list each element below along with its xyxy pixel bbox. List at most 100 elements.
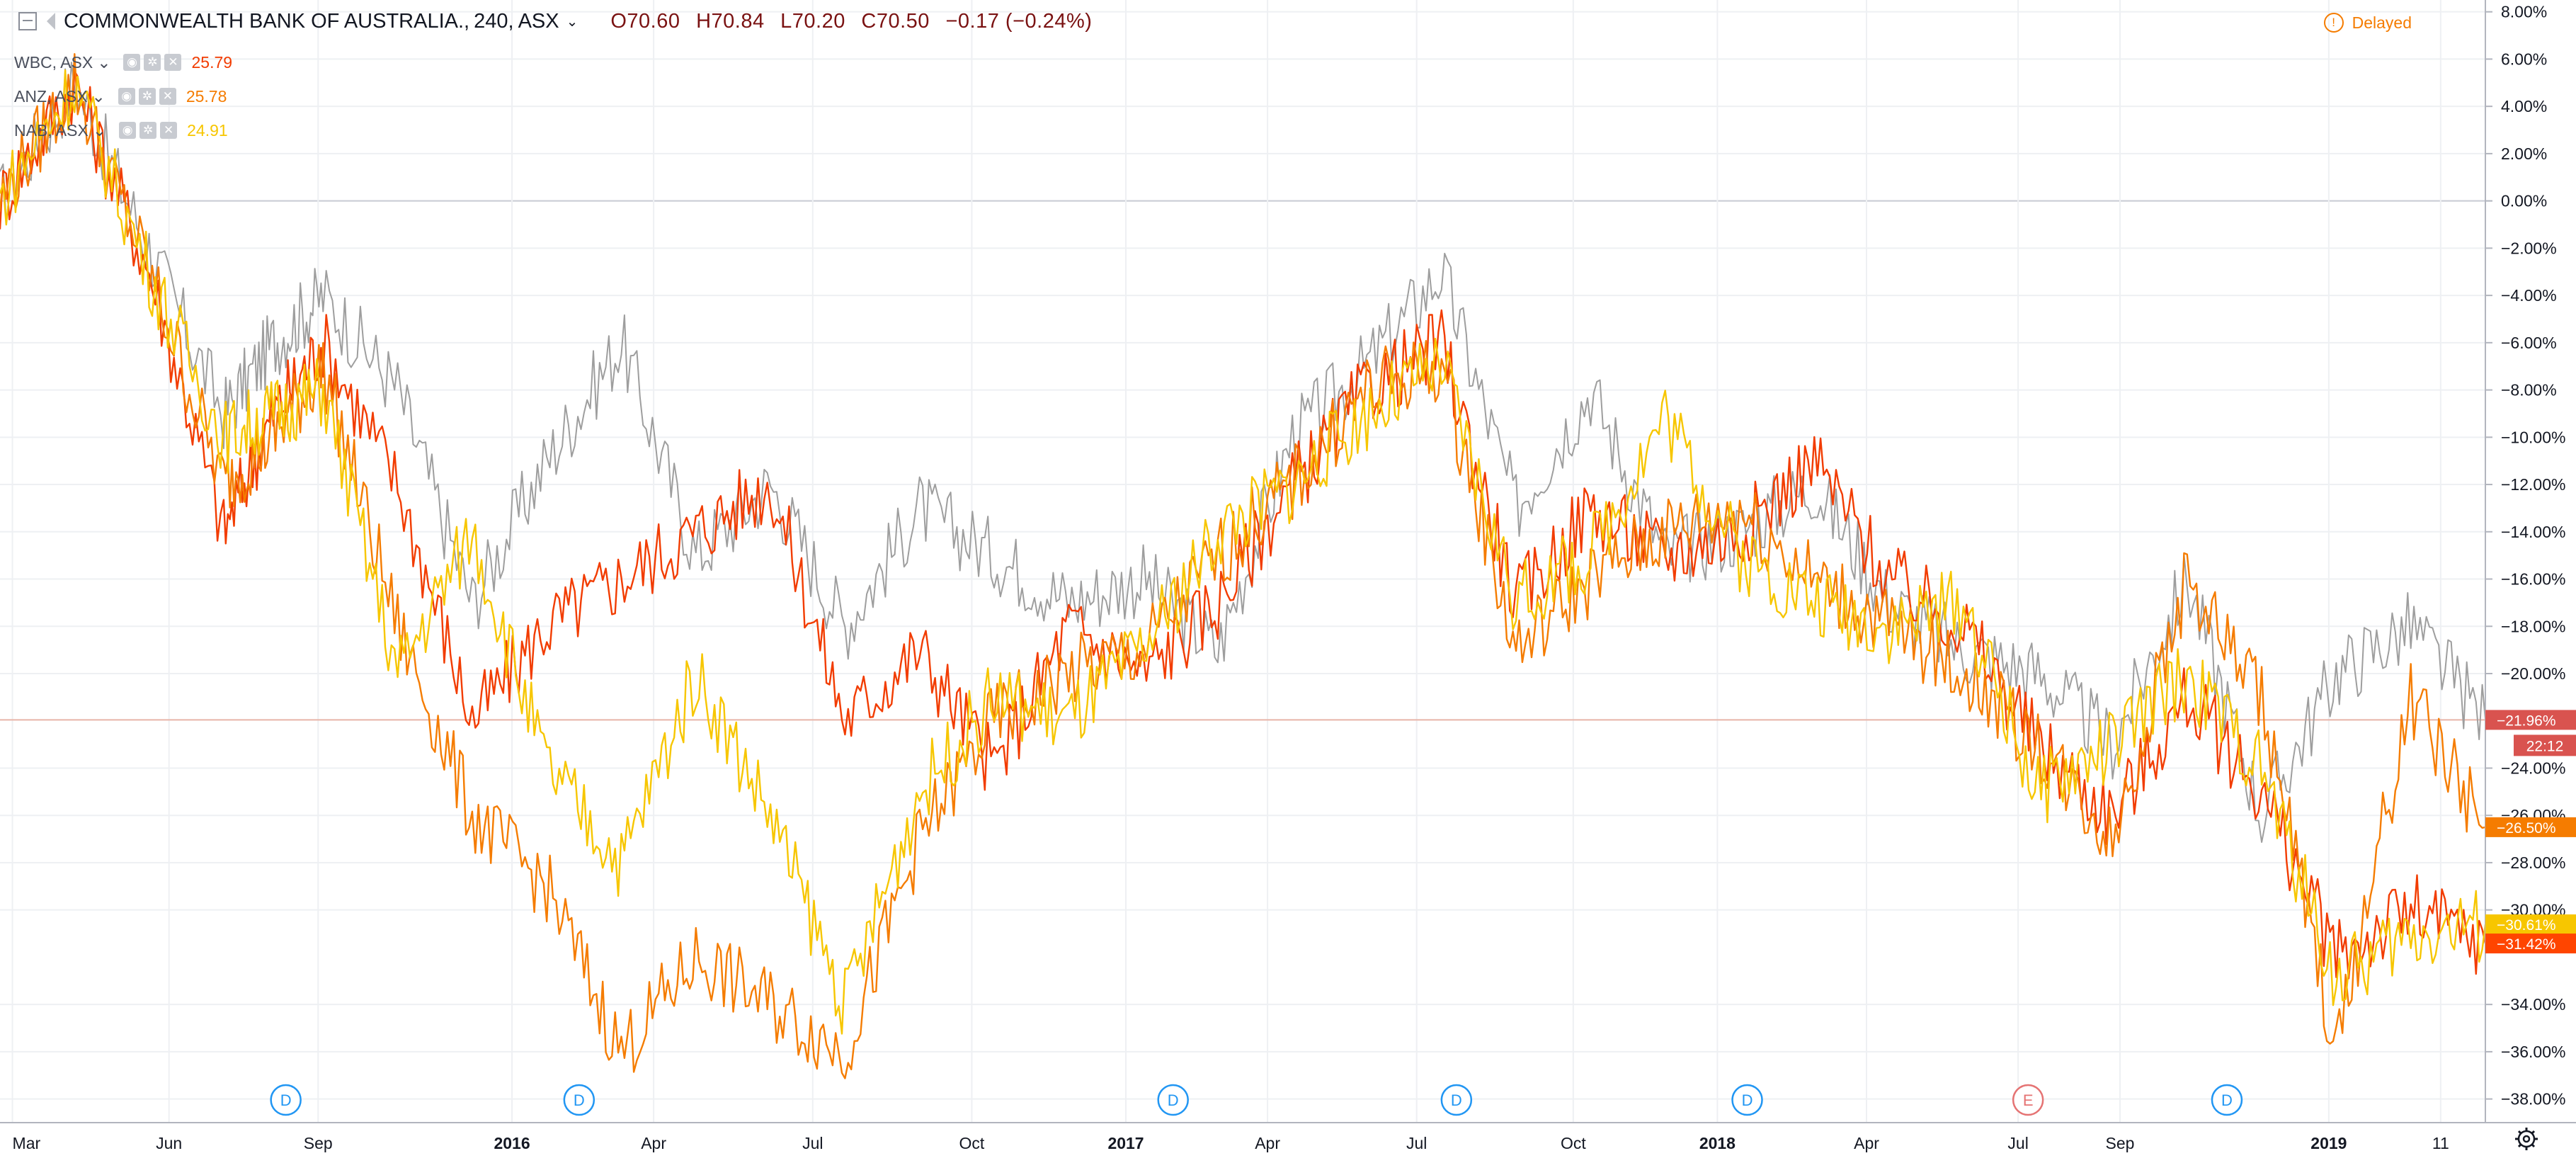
gear-icon[interactable]: ✲ [138,88,156,105]
ohlc-values: O70.60 H70.84 L70.20 C70.50 −0.17 (−0.24… [610,10,1102,33]
last-value-tag-bg [2485,914,2576,935]
time-axis[interactable]: Mar Jun Sep 2016 Apr Jul Oct 2017 Apr Jul Oct 2018 A… [0,1122,2576,1163]
chart-series [0,53,2487,1079]
chevron-down-icon[interactable]: ⌄ [92,120,107,140]
event-marker-label: D [574,1091,585,1109]
price-tick-label: −8.00% [2501,381,2557,399]
event-marker-label: D [1742,1091,1753,1109]
time-axis-bg [0,1123,2576,1163]
time-tick-label: Sep [304,1134,333,1152]
last-value-tag: −31.42% [2497,936,2556,953]
time-tick-label: Sep [2106,1134,2135,1152]
time-tick-label: Apr [1255,1134,1280,1152]
dividend-marker [563,1084,595,1116]
time-label: 22:12 [2526,738,2564,754]
time-tick-label: Jul [802,1134,823,1152]
dividend-marker [1157,1084,1189,1116]
settings-gear-icon[interactable] [2515,1128,2538,1150]
dividend-marker [2211,1084,2243,1116]
time-tick-label: Apr [1854,1134,1879,1152]
symbol-name[interactable]: COMMONWEALTH BANK OF AUSTRALIA. [64,9,465,33]
series-line-2 [0,53,2486,1079]
price-tick-label: −4.00% [2501,286,2557,305]
price-tick-label: −6.00% [2501,334,2557,352]
legend-label: ANZ, ASX [14,86,88,106]
chevron-down-icon[interactable]: ⌄ [566,13,579,30]
chevron-down-icon[interactable]: ⌄ [97,52,111,72]
low-value: L70.20 [780,9,845,33]
flag-icon [47,13,55,30]
close-icon[interactable]: ✕ [160,122,178,139]
last-value-tag-bg [2485,934,2576,954]
time-label-bg [2514,734,2576,756]
gear-icon[interactable]: ✲ [139,122,157,139]
delayed-badge[interactable]: ! Delayed [2323,13,2412,33]
legend-item-wbc[interactable]: WBC, ASX ⌄ ◉ ✲ ✕ 25.79 [14,48,232,76]
event-marker-label: D [280,1091,292,1109]
delayed-label: Delayed [2352,13,2412,32]
price-tick-label: −12.00% [2501,475,2565,494]
series-line-3 [0,69,2487,1035]
eye-icon[interactable]: ◉ [119,122,137,139]
time-tick-label: Oct [1561,1134,1586,1152]
price-tick-label: −34.00% [2501,995,2565,1014]
legend-label: NAB, ASX [14,120,89,140]
price-tick-label: 6.00% [2501,50,2547,68]
info-icon: ! [2323,13,2344,33]
timeframe[interactable]: 240 [474,9,508,33]
chevron-down-icon[interactable]: ⌄ [91,86,106,106]
last-value-tag: −30.61% [2497,917,2556,934]
legend-label: WBC, ASX [14,52,93,72]
price-tick-label: −14.00% [2501,523,2565,541]
close-value: C70.50 [861,9,930,33]
time-tick-label: Mar [13,1134,41,1152]
legend-value: 25.78 [186,86,227,106]
price-tick-label: 2.00% [2501,144,2547,163]
last-value-tag-bg [2485,710,2576,730]
last-value-tag: −21.96% [2497,713,2556,729]
series-line-1 [0,70,2487,980]
price-tick-label: −28.00% [2501,853,2565,872]
chart-grid [0,0,2485,1123]
eye-icon[interactable]: ◉ [118,88,135,105]
time-tick-label: 2019 [2310,1134,2347,1152]
price-tick-label: −36.00% [2501,1043,2565,1061]
price-tick-label: −10.00% [2501,428,2565,446]
symbol-header: COMMONWEALTH BANK OF AUSTRALIA., 240, AS… [0,0,1102,42]
last-value-tags: −21.96% −26.50% −30.61% −31.42% 22:12 [2485,710,2576,954]
price-tick-label: −18.00% [2501,617,2565,635]
series-line-0 [0,62,2486,843]
legend-value: 24.91 [187,120,228,140]
time-tick-label: 11 [2432,1134,2449,1152]
price-axis-bg [2485,0,2576,1163]
time-tick-label: Jun [156,1134,182,1152]
time-tick-label: Oct [959,1134,985,1152]
time-tick-label: 2018 [1699,1134,1736,1152]
gear-icon[interactable]: ✲ [144,54,161,71]
last-value-tag: −26.50% [2497,820,2556,836]
event-marker-label: D [1168,1091,1179,1109]
event-marker-label: D [2221,1091,2233,1109]
collapse-icon[interactable] [18,12,37,30]
price-axis[interactable]: 8.00% 6.00% 4.00% 2.00% 0.00% −2.00% −4.00% −6.… [2485,0,2576,1163]
close-icon[interactable]: ✕ [164,54,182,71]
last-value-tag-bg [2485,817,2576,837]
time-tick-label: Jul [2007,1134,2028,1152]
time-tick-label: Apr [641,1134,666,1152]
price-tick-label: −16.00% [2501,570,2565,589]
price-tick-label: −24.00% [2501,759,2565,777]
legend-item-nab[interactable]: NAB, ASX ⌄ ◉ ✲ ✕ 24.91 [14,116,228,144]
change-value: −0.17 (−0.24%) [945,9,1093,33]
dividend-marker [1440,1084,1473,1116]
event-marker-label: E [2023,1091,2034,1109]
price-tick-label: −20.00% [2501,664,2565,683]
price-tick-label: 0.00% [2501,192,2547,210]
dividend-marker [1731,1084,1763,1116]
open-value: O70.60 [610,9,680,33]
price-tick-label: 4.00% [2501,97,2547,115]
eye-icon[interactable]: ◉ [123,54,141,71]
legend-item-anz[interactable]: ANZ, ASX ⌄ ◉ ✲ ✕ 25.78 [14,82,227,110]
close-icon[interactable]: ✕ [159,88,176,105]
price-tick-label: −38.00% [2501,1090,2565,1108]
